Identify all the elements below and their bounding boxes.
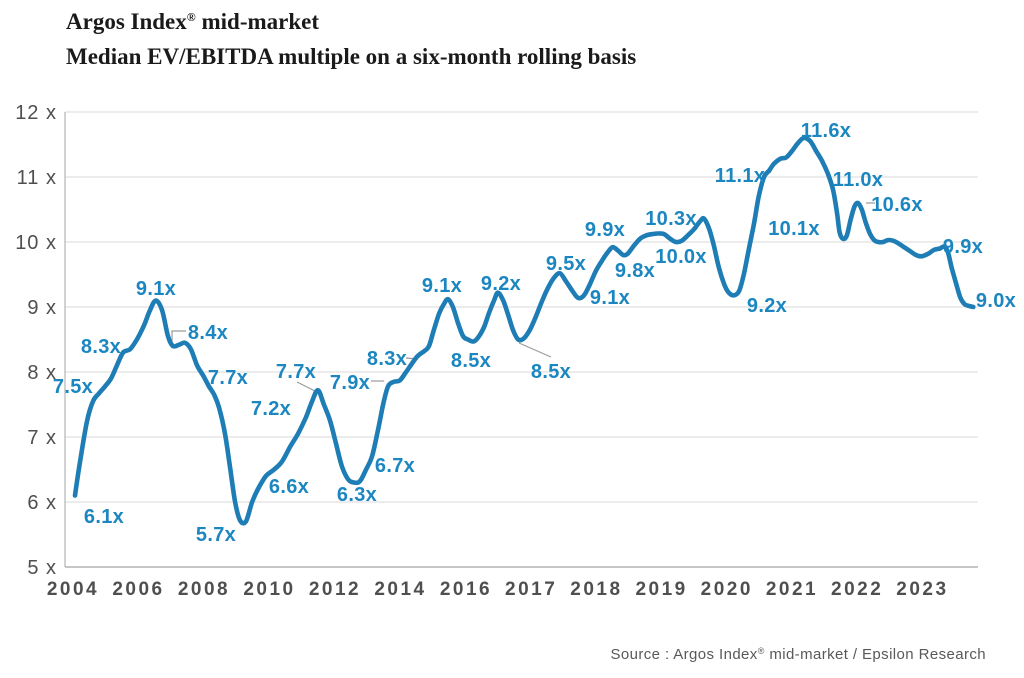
- value-label: 11.6x: [801, 120, 851, 142]
- value-label: 9.0x: [976, 290, 1016, 312]
- x-tick-2006: 2006: [112, 579, 164, 600]
- chart-title-block: Argos Index® mid-market Median EV/EBITDA…: [66, 6, 636, 73]
- value-label: 7.5x: [53, 376, 93, 398]
- value-label: 9.9x: [585, 219, 625, 241]
- value-label: 6.1x: [84, 506, 124, 528]
- y-tick-12x: 12 x: [15, 102, 57, 124]
- value-label: 10.1x: [768, 218, 820, 240]
- value-label: 6.7x: [375, 455, 415, 477]
- x-tick-2004: 2004: [47, 579, 99, 600]
- value-label: 7.9x: [330, 372, 370, 394]
- y-tick-10x: 10 x: [15, 232, 57, 254]
- value-label: 9.8x: [615, 260, 655, 282]
- x-tick-2010: 2010: [243, 579, 295, 600]
- registered-mark: ®: [186, 10, 196, 24]
- source-note: Source : Argos Index® mid-market / Epsil…: [610, 646, 986, 663]
- value-label: 8.5x: [451, 350, 491, 372]
- value-label: 10.0x: [655, 246, 707, 268]
- registered-mark: ®: [757, 646, 765, 656]
- y-tick-5x: 5 x: [27, 557, 57, 579]
- x-tick-2017: 2017: [505, 579, 557, 600]
- x-tick-2014: 2014: [374, 579, 426, 600]
- chart-subtitle: Median EV/EBITDA multiple on a six-month…: [66, 44, 637, 69]
- value-label: 8.4x: [188, 322, 228, 344]
- chart-title: Argos Index® mid-market: [66, 9, 320, 34]
- x-tick-2022: 2022: [831, 579, 883, 600]
- value-label: 9.2x: [747, 295, 787, 317]
- value-label: 9.1x: [422, 275, 462, 297]
- value-label: 6.3x: [337, 484, 377, 506]
- x-tick-2023: 2023: [896, 579, 948, 600]
- y-tick-8x: 8 x: [27, 362, 57, 384]
- value-label: 5.7x: [196, 524, 236, 546]
- y-tick-9x: 9 x: [27, 297, 57, 319]
- value-label: 9.1x: [136, 278, 176, 300]
- label-connector: [518, 342, 552, 358]
- x-tick-2019: 2019: [635, 579, 687, 600]
- value-label: 9.1x: [590, 287, 630, 309]
- y-tick-7x: 7 x: [27, 427, 57, 449]
- x-tick-2016: 2016: [440, 579, 492, 600]
- value-label: 11.0x: [833, 169, 883, 191]
- value-label: 9.2x: [481, 273, 521, 295]
- value-label: 8.3x: [367, 348, 407, 370]
- value-label: 9.9x: [943, 236, 983, 258]
- y-tick-11x: 11 x: [17, 167, 57, 189]
- x-tick-2020: 2020: [701, 579, 753, 600]
- value-label: 7.7x: [276, 361, 316, 383]
- x-tick-2008: 2008: [178, 579, 230, 600]
- value-label: 11.1x: [715, 165, 765, 187]
- x-tick-2012: 2012: [309, 579, 361, 600]
- y-tick-6x: 6 x: [27, 492, 57, 514]
- x-tick-2021: 2021: [766, 579, 818, 600]
- x-tick-2018: 2018: [570, 579, 622, 600]
- value-label: 8.5x: [531, 361, 571, 383]
- label-connector: [296, 381, 316, 392]
- value-label: 10.3x: [645, 208, 697, 230]
- value-label: 6.6x: [269, 476, 309, 498]
- value-label: 9.5x: [546, 253, 586, 275]
- value-label: 7.2x: [251, 398, 291, 420]
- value-label: 7.7x: [208, 367, 248, 389]
- ebitda-multiple-line: [72, 135, 976, 526]
- value-label: 10.6x: [871, 194, 923, 216]
- value-label: 8.3x: [81, 336, 121, 358]
